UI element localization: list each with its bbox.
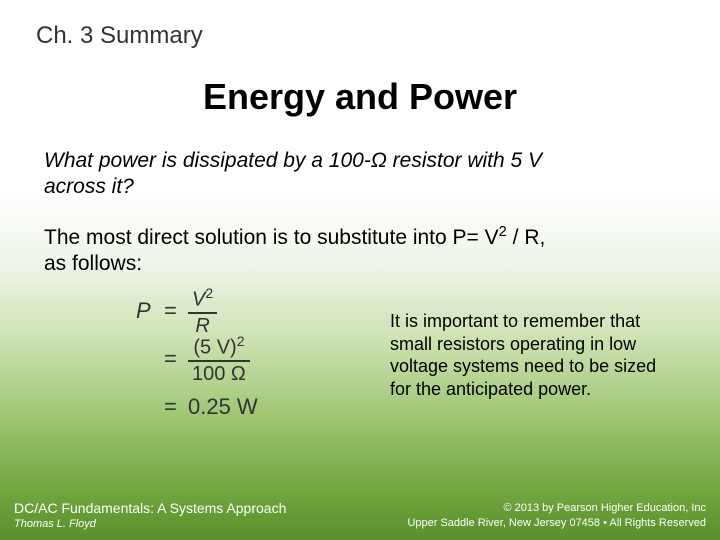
slide-footer: DC/AC Fundamentals: A Systems Approach T… [0,488,720,540]
chapter-label: Ch. 3 Summary [36,22,684,50]
answer-superscript: 2 [499,224,507,240]
slide-title: Energy and Power [36,76,684,118]
answer-text: The most direct solution is to substitut… [36,223,684,278]
question-line1: What power is dissipated by a 100-Ω resi… [44,149,542,172]
slide-container: Ch. 3 Summary Energy and Power What powe… [0,0,720,540]
fraction-2-num: (5 V)2 [189,334,248,359]
footer-right: © 2013 by Pearson Higher Education, Inc … [407,501,706,530]
address-text: Upper Saddle River, New Jersey 07458 • A… [407,516,706,530]
equals-sign: = [164,346,188,372]
book-author: Thomas L. Floyd [14,518,286,530]
fraction-2: (5 V)2 100 Ω [188,334,250,385]
answer-line1-tail: / R, [507,226,546,249]
answer-line2: as follows: [44,252,142,275]
fraction-1-num: V2 [188,286,217,311]
equals-sign: = [164,298,188,324]
equation-result: 0.25 W [188,394,258,420]
question-text: What power is dissipated by a 100-Ω resi… [36,148,684,201]
equals-sign: = [164,394,188,420]
equation-rhs-1: V2 R [188,285,217,337]
answer-line1: The most direct solution is to substitut… [44,226,499,249]
footer-left: DC/AC Fundamentals: A Systems Approach T… [14,500,286,530]
equation-rhs-2: (5 V)2 100 Ω [188,333,250,385]
equation-lhs: P [136,298,164,324]
fraction-1: V2 R [188,286,217,337]
fraction-bar [188,360,250,362]
fraction-bar [188,312,217,314]
book-title: DC/AC Fundamentals: A Systems Approach [14,500,286,516]
question-line2: across it? [44,175,134,198]
fraction-2-den: 100 Ω [188,364,250,385]
side-note: It is important to remember that small r… [390,310,680,400]
copyright-text: © 2013 by Pearson Higher Education, Inc [407,501,706,515]
